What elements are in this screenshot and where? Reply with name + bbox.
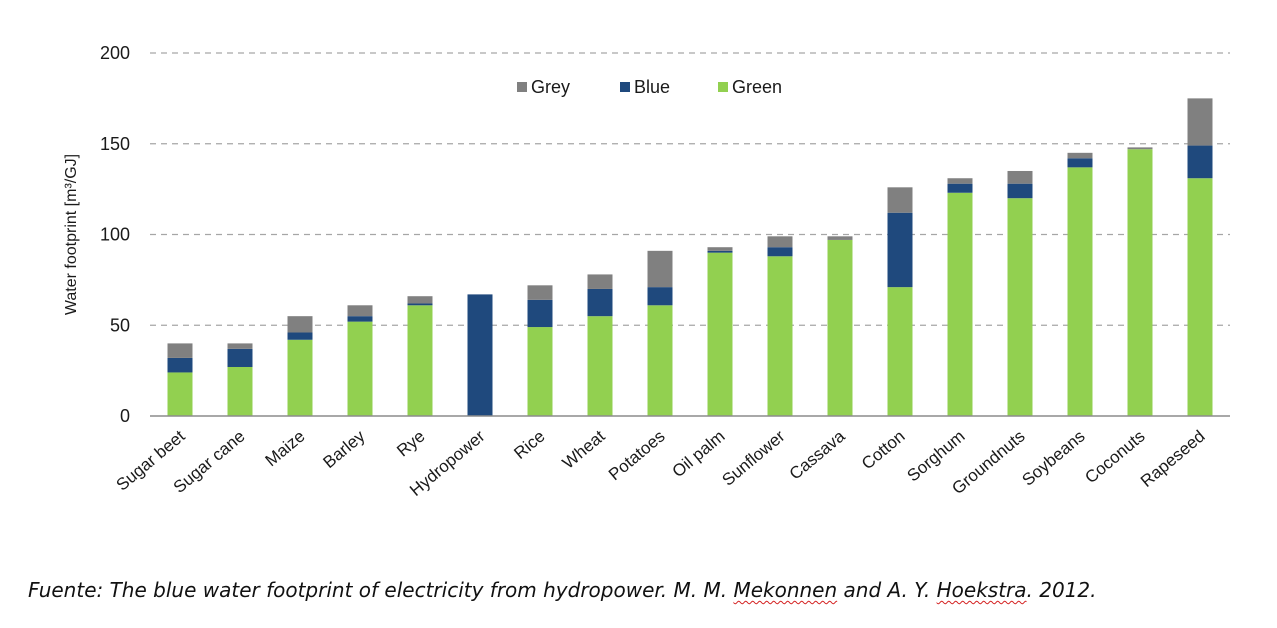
bar-segment-grey bbox=[167, 343, 193, 358]
source-caption: Fuente: The blue water footprint of elec… bbox=[28, 578, 1268, 602]
bar-segment-grey bbox=[707, 247, 733, 251]
legend-label-green: Green bbox=[732, 77, 782, 97]
bar-segment-green bbox=[587, 316, 613, 416]
bar-segment-grey bbox=[527, 285, 553, 300]
caption-suffix: . 2012. bbox=[1026, 578, 1097, 602]
bars bbox=[167, 98, 1213, 416]
bar-segment-green bbox=[1127, 149, 1153, 416]
bar-segment-blue bbox=[887, 212, 913, 288]
caption-author1: Mekonnen bbox=[733, 578, 838, 602]
y-tick-label: 200 bbox=[100, 43, 130, 63]
bar-segment-green bbox=[407, 305, 433, 416]
x-tick-label: Wheat bbox=[559, 426, 609, 472]
caption-prefix: Fuente: The blue water footprint of elec… bbox=[28, 578, 734, 602]
x-tick-label: Soybeans bbox=[1018, 427, 1088, 490]
bar-segment-grey bbox=[227, 343, 253, 349]
bar-segment-blue bbox=[287, 332, 313, 340]
x-tick-label: Cassava bbox=[786, 426, 849, 483]
x-tick-label: Rye bbox=[393, 427, 428, 461]
bar-segment-blue bbox=[767, 247, 793, 257]
legend-label-blue: Blue bbox=[634, 77, 670, 97]
x-tick-label: Rice bbox=[510, 427, 548, 463]
bar-segment-grey bbox=[587, 274, 613, 289]
legend-swatch-blue bbox=[620, 82, 630, 92]
y-tick-label: 100 bbox=[100, 225, 130, 245]
bar-segment-blue bbox=[407, 303, 433, 306]
bar-segment-green bbox=[1007, 198, 1033, 416]
caption-author2: Hoekstra bbox=[936, 578, 1027, 602]
bar-segment-grey bbox=[647, 250, 673, 288]
bar-segment-green bbox=[167, 372, 193, 416]
bar-segment-grey bbox=[947, 178, 973, 184]
bar-segment-green bbox=[227, 366, 253, 416]
bar-segment-blue bbox=[587, 288, 613, 317]
bar-segment-green bbox=[947, 192, 973, 416]
x-tick-label: Cotton bbox=[858, 427, 909, 474]
bar-segment-green bbox=[887, 287, 913, 416]
x-tick-label: Barley bbox=[319, 426, 369, 472]
bar-segment-green bbox=[1187, 178, 1213, 416]
bar-segment-grey bbox=[287, 316, 313, 333]
bar-segment-blue bbox=[167, 357, 193, 373]
legend: Grey Blue Green bbox=[517, 77, 782, 97]
bar-segment-blue bbox=[947, 183, 973, 193]
bar-segment-grey bbox=[767, 236, 793, 248]
x-tick-label: Sunflower bbox=[718, 426, 788, 489]
bar-segment-grey bbox=[827, 236, 853, 240]
bar-segment-blue bbox=[527, 299, 553, 328]
bar-segment-blue bbox=[1067, 158, 1093, 168]
bar-segment-green bbox=[527, 327, 553, 416]
bar-segment-blue bbox=[467, 294, 493, 416]
y-axis-ticks: 0 50 100 150 200 bbox=[100, 43, 130, 426]
legend-swatch-green bbox=[718, 82, 728, 92]
bar-segment-green bbox=[767, 256, 793, 416]
legend-label-grey: Grey bbox=[531, 77, 570, 97]
y-tick-label: 0 bbox=[120, 406, 130, 426]
bar-segment-grey bbox=[887, 187, 913, 213]
caption-middle: and A. Y. bbox=[837, 578, 937, 602]
bar-segment-blue bbox=[227, 348, 253, 367]
bar-segment-green bbox=[827, 239, 853, 416]
bar-segment-green bbox=[647, 305, 673, 416]
bar-segment-blue bbox=[347, 316, 373, 322]
legend-swatch-grey bbox=[517, 82, 527, 92]
bar-segment-grey bbox=[407, 296, 433, 304]
y-axis-title: Water footprint [m³/GJ] bbox=[63, 154, 80, 315]
x-tick-label: Maize bbox=[262, 427, 309, 471]
y-tick-label: 150 bbox=[100, 134, 130, 154]
bar-segment-green bbox=[287, 339, 313, 416]
bar-segment-blue bbox=[1187, 145, 1213, 179]
bar-segment-grey bbox=[347, 305, 373, 317]
bar-segment-grey bbox=[1007, 170, 1033, 184]
bar-segment-green bbox=[347, 321, 373, 416]
bar-segment-grey bbox=[1067, 152, 1093, 159]
y-tick-label: 50 bbox=[110, 315, 130, 335]
x-tick-label: Potatoes bbox=[605, 427, 669, 485]
bar-segment-blue bbox=[1007, 183, 1033, 199]
bar-segment-green bbox=[1067, 167, 1093, 416]
bar-segment-grey bbox=[1187, 98, 1213, 146]
x-tick-label: Rapeseed bbox=[1137, 427, 1209, 491]
bar-segment-green bbox=[707, 252, 733, 416]
bar-segment-blue bbox=[707, 250, 733, 253]
bar-segment-blue bbox=[647, 287, 673, 306]
gridlines bbox=[150, 52, 1230, 326]
bar-segment-grey bbox=[1127, 147, 1153, 150]
